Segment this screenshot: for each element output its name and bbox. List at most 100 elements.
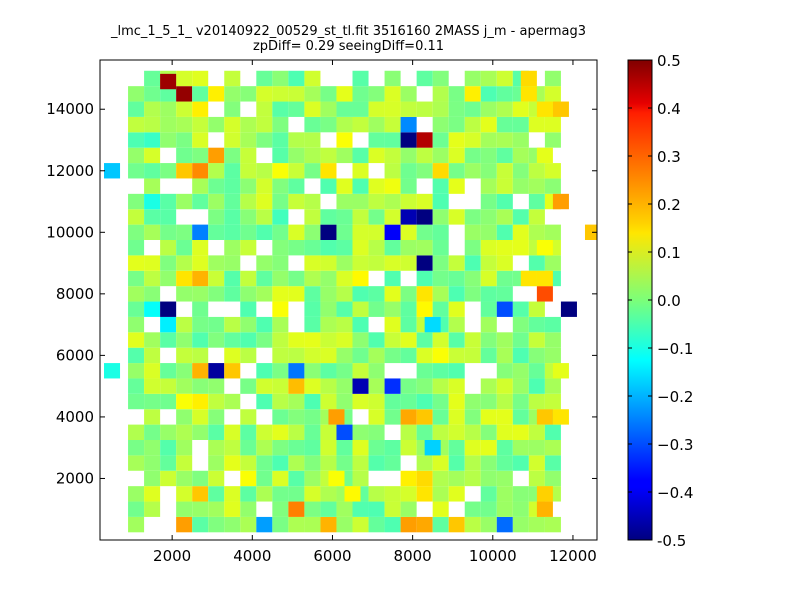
heatmap-cell [192, 286, 209, 302]
heatmap-cell [272, 409, 289, 425]
y-tick-label: 12000 [46, 162, 94, 180]
heatmap-cell [192, 255, 209, 271]
heatmap-cell [512, 501, 529, 517]
heatmap-cell [128, 501, 145, 517]
heatmap-cell [208, 332, 225, 348]
x-tick-label: 8000 [394, 547, 432, 565]
heatmap-cell [448, 409, 465, 425]
heatmap-cell [256, 193, 273, 210]
heatmap-cell [192, 224, 209, 240]
heatmap-cell [304, 316, 321, 333]
heatmap-cell [480, 116, 497, 133]
heatmap-cell [304, 116, 321, 133]
heatmap-cell [160, 73, 177, 90]
heatmap-cell [432, 393, 449, 410]
heatmap-cell [256, 393, 273, 410]
heatmap-cell [432, 101, 449, 117]
heatmap-cell [320, 378, 337, 394]
heatmap-cell [176, 224, 193, 240]
heatmap-cell [480, 393, 497, 410]
heatmap-cell [416, 486, 433, 502]
heatmap-cell [128, 224, 145, 240]
heatmap-cell [128, 316, 145, 333]
heatmap-cell [224, 363, 241, 379]
heatmap-cell [400, 178, 417, 194]
heatmap-cell [336, 209, 353, 225]
heatmap-cell [144, 178, 161, 194]
heatmap-cell [448, 270, 465, 287]
heatmap-cell [432, 240, 449, 256]
heatmap-cell [208, 409, 225, 425]
heatmap-cell [432, 86, 449, 102]
heatmap-cell [464, 116, 481, 133]
heatmap-cell [224, 316, 241, 333]
heatmap-cell [448, 393, 465, 410]
heatmap-cell [448, 301, 465, 317]
heatmap-cell [480, 70, 497, 87]
y-tick-label: 10000 [46, 223, 94, 241]
heatmap-cell [176, 516, 193, 533]
heatmap-cell [384, 70, 401, 87]
heatmap-cell [480, 301, 497, 317]
heatmap-cell [544, 516, 561, 533]
heatmap-cell [496, 178, 513, 194]
heatmap-cell [304, 516, 321, 533]
heatmap-cell [448, 147, 465, 164]
heatmap-cell [144, 409, 161, 425]
heatmap-cell [464, 409, 481, 425]
heatmap-cell [384, 270, 401, 287]
heatmap-cell [160, 316, 177, 333]
heatmap-cell [160, 393, 177, 410]
heatmap-cell [128, 240, 145, 256]
heatmap-cell [208, 163, 225, 179]
heatmap-cell [144, 440, 161, 456]
heatmap-cell [256, 132, 273, 148]
heatmap-cell [128, 440, 145, 456]
heatmap-cell [160, 240, 177, 256]
heatmap-cell [336, 332, 353, 348]
heatmap-cell [304, 240, 321, 256]
heatmap-cell [256, 255, 273, 271]
heatmap-cell [144, 501, 161, 517]
heatmap-cell [480, 178, 497, 194]
plot-frame [99, 59, 598, 541]
heatmap-cell [368, 440, 385, 456]
heatmap-cell [336, 316, 353, 333]
heatmap-cell [352, 255, 369, 271]
heatmap-cell [224, 86, 241, 102]
heatmap-cell [352, 286, 369, 302]
heatmap-cell [416, 470, 433, 487]
heatmap-cell [160, 424, 177, 440]
heatmap-cell [144, 332, 161, 348]
heatmap-cell [352, 116, 369, 133]
heatmap-cell [336, 147, 353, 164]
heatmap-cell [128, 378, 145, 394]
heatmap-cell [176, 455, 193, 471]
heatmap-cell [304, 224, 321, 240]
heatmap-cell [352, 193, 369, 210]
heatmap-cell [480, 332, 497, 348]
heatmap-cell [288, 516, 305, 533]
heatmap-cell [224, 486, 241, 502]
heatmap-cell [256, 224, 273, 240]
heatmap-cell [496, 409, 513, 425]
heatmap-cell [512, 132, 529, 148]
heatmap-cell [208, 501, 225, 517]
heatmap-cell [448, 332, 465, 348]
heatmap-cell [304, 193, 321, 210]
heatmap-cell [512, 163, 529, 179]
heatmap-cell [128, 347, 145, 364]
heatmap-cell [432, 301, 449, 317]
heatmap-cell [240, 178, 257, 194]
heatmap-cell [272, 286, 289, 302]
heatmap-cell [528, 347, 545, 364]
heatmap-cell [320, 147, 337, 164]
heatmap-cell [368, 86, 385, 102]
heatmap-cell [544, 424, 561, 440]
heatmap-cell [368, 332, 385, 348]
heatmap-cell [320, 116, 337, 133]
heatmap-cell [384, 301, 401, 317]
heatmap-cell [368, 455, 385, 471]
heatmap-cell [496, 501, 513, 517]
heatmap-cell [128, 101, 145, 117]
